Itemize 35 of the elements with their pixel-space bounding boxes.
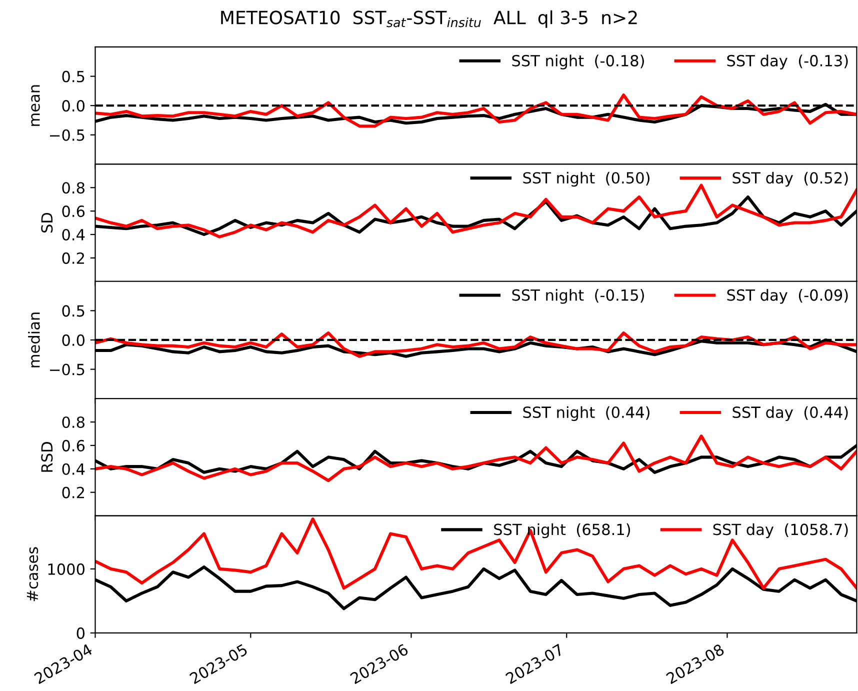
y-axis-title: RSD	[41, 442, 53, 472]
y-tick-label: 0.5	[62, 305, 84, 317]
y-tick-label: 0.8	[62, 416, 84, 428]
y-tick-label: 0.4	[62, 228, 85, 241]
y-tick-label: 0	[76, 627, 84, 639]
legend-label: SST night (-0.15)	[512, 289, 644, 304]
chart-title: METEOSAT10 SST$_{sat}$-SST$_{insitu}$ ALL ql 3-5 n>2	[221, 10, 637, 28]
legend-label: SST day (1058.7)	[713, 523, 848, 538]
y-tick-label: 0.6	[62, 440, 85, 452]
legend-label: SST night (0.50)	[523, 172, 650, 187]
line-series	[95, 94, 857, 128]
y-tick-label: 0.0	[62, 100, 84, 112]
legend-label: SST night (658.1)	[494, 523, 630, 538]
y-tick-label: −0.5	[50, 364, 84, 376]
y-tick-label: 0.5	[62, 70, 84, 82]
legend-label: SST day (0.52)	[732, 172, 848, 187]
y-tick-label: 0.0	[62, 334, 84, 346]
y-tick-label: 0.2	[62, 486, 84, 498]
legend-label: SST day (-0.09)	[727, 289, 848, 304]
legend-label: SST night (0.44)	[523, 406, 650, 421]
y-tick-label: 0.2	[62, 252, 84, 264]
y-tick-label: 0.4	[62, 463, 85, 475]
y-axis-title: #cases	[26, 547, 38, 602]
y-axis-title: median	[28, 312, 40, 368]
legend-label: SST day (-0.13)	[727, 54, 848, 70]
legend-label: SST night (-0.18)	[512, 54, 644, 70]
line-series	[95, 434, 857, 482]
line-series	[95, 331, 857, 358]
y-tick-label: 0.8	[62, 182, 84, 194]
y-tick-label: −0.5	[50, 129, 84, 141]
y-tick-label: 0.6	[62, 206, 85, 218]
legend-label: SST day (0.44)	[732, 406, 848, 421]
y-axis-title: mean	[31, 85, 40, 126]
y-tick-label: 1000	[48, 563, 84, 575]
y-axis-title: SD	[41, 212, 53, 232]
